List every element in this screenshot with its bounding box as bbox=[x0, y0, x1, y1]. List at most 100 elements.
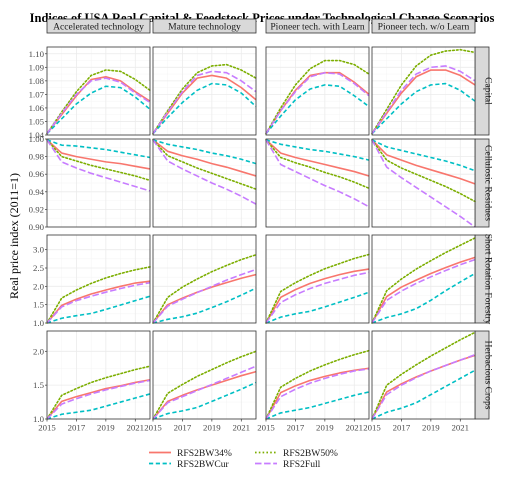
series-line-rfs2bwcur bbox=[371, 272, 476, 324]
series-line-rfs2full bbox=[371, 65, 476, 135]
series-line-rfs2bw34 bbox=[371, 354, 476, 420]
series-line-rfs2full bbox=[371, 139, 476, 228]
panel-cellulosic-residues-accelerated-technology bbox=[46, 138, 151, 228]
series-line-rfs2bwcur bbox=[152, 381, 257, 420]
x-tick-label: 2019 bbox=[203, 423, 221, 433]
series-line-rfs2bw34 bbox=[152, 273, 257, 324]
panel-background bbox=[47, 331, 150, 419]
series-line-rfs2bw50 bbox=[371, 48, 476, 135]
series-line-rfs2full bbox=[46, 139, 151, 192]
panel-border bbox=[46, 330, 151, 420]
y-tick-label: 2.5 bbox=[33, 263, 45, 273]
x-tick-label: 2015 bbox=[144, 423, 162, 433]
panel-short-rotation-forestry-pioneer-tech-w-o-learn bbox=[371, 234, 476, 324]
panel-background bbox=[153, 331, 256, 419]
series-line-rfs2bwcur bbox=[265, 84, 370, 135]
legend-label-rfs2bw50: RFS2BW50% bbox=[283, 448, 338, 459]
series-line-rfs2bw34 bbox=[46, 280, 151, 324]
x-tick-label: 2021 bbox=[232, 423, 250, 433]
panel-background bbox=[266, 331, 369, 419]
series-line-rfs2bw34 bbox=[265, 268, 370, 324]
x-tick-label: 2019 bbox=[316, 423, 334, 433]
series-line-rfs2bwcur bbox=[152, 82, 257, 135]
series-line-rfs2full bbox=[152, 139, 257, 205]
series-line-rfs2bw34 bbox=[152, 139, 257, 177]
y-tick-label: 2.0 bbox=[33, 281, 45, 291]
panel-cellulosic-residues-pioneer-tech-with-learn bbox=[265, 138, 370, 228]
panel-border bbox=[46, 138, 151, 228]
series-line-rfs2bw50 bbox=[152, 139, 257, 190]
x-tick-label: 2021 bbox=[345, 423, 363, 433]
panel-border bbox=[265, 234, 370, 324]
y-axis-title: Real price index (2011=1) bbox=[7, 173, 21, 299]
series-line-rfs2bw50 bbox=[371, 237, 476, 324]
panel-cellulosic-residues-pioneer-tech-w-o-learn bbox=[371, 138, 476, 228]
y-tick-label: 1.0 bbox=[33, 414, 45, 424]
panel-border bbox=[371, 46, 476, 136]
panel-capital-mature-technology bbox=[152, 46, 257, 136]
panel-background bbox=[266, 47, 369, 135]
y-tick-label: 0.92 bbox=[29, 204, 44, 214]
x-tick-label: 2021 bbox=[126, 423, 144, 433]
panel-border bbox=[371, 330, 476, 420]
x-tick-label: 2021 bbox=[451, 423, 469, 433]
panel-capital-accelerated-technology bbox=[46, 46, 151, 136]
series-line-rfs2bwcur bbox=[371, 139, 476, 172]
series-line-rfs2bwcur bbox=[46, 85, 151, 135]
series-line-rfs2bw34 bbox=[265, 139, 370, 177]
row-strip-label-capital: Capital bbox=[482, 77, 493, 105]
series-line-rfs2bwcur bbox=[46, 393, 151, 420]
row-strip-label-herbacious-crops: Herbacious Crops bbox=[482, 340, 493, 409]
x-tick-label: 2015 bbox=[38, 423, 56, 433]
x-tick-label: 2017 bbox=[68, 423, 86, 433]
series-line-rfs2bw50 bbox=[371, 139, 476, 203]
panel-short-rotation-forestry-mature-technology bbox=[152, 234, 257, 324]
panel-border bbox=[371, 234, 476, 324]
series-line-rfs2bw50 bbox=[46, 365, 151, 420]
series-line-rfs2bwcur bbox=[265, 291, 370, 324]
panel-border bbox=[152, 234, 257, 324]
legend-label-rfs2full: RFS2Full bbox=[283, 459, 321, 470]
panel-short-rotation-forestry-pioneer-tech-with-learn bbox=[265, 234, 370, 324]
column-strip-mature-technology bbox=[152, 18, 257, 34]
panel-grid: Accelerated technology Mature technology P… bbox=[29, 18, 493, 433]
panel-border bbox=[46, 234, 151, 324]
y-tick-label: 1.06 bbox=[29, 103, 45, 113]
legend: RFS2BW34% RFS2BW50% RFS2BWCur RFS2Full bbox=[149, 448, 338, 470]
panel-border bbox=[265, 330, 370, 420]
y-tick-label: 0.96 bbox=[29, 169, 45, 179]
series-line-rfs2bw50 bbox=[46, 69, 151, 135]
series-line-rfs2bw50 bbox=[152, 350, 257, 420]
series-line-rfs2bw50 bbox=[265, 139, 370, 190]
column-strip-label-mature-technology: Mature technology bbox=[168, 22, 241, 33]
panel-capital-pioneer-tech-w-o-learn bbox=[371, 46, 476, 136]
panel-short-rotation-forestry-accelerated-technology bbox=[46, 234, 151, 324]
panel-background bbox=[266, 235, 369, 323]
column-strip-accelerated-technology bbox=[46, 18, 151, 34]
y-tick-label: 1.5 bbox=[33, 300, 45, 310]
column-strip-label-pioneer-tech-with-learn: Pioneer tech. with Learn bbox=[270, 22, 365, 33]
legend-label-rfs2bw34: RFS2BW34% bbox=[177, 448, 232, 459]
panel-border bbox=[265, 46, 370, 136]
series-line-rfs2full bbox=[371, 258, 476, 324]
panel-border bbox=[152, 330, 257, 420]
x-tick-label: 2015 bbox=[257, 423, 275, 433]
panel-border bbox=[371, 138, 476, 228]
column-strip-pioneer-tech-w-o-learn bbox=[371, 18, 476, 34]
x-tick-label: 2015 bbox=[363, 423, 381, 433]
series-line-rfs2bw34 bbox=[371, 256, 476, 324]
series-line-rfs2bwcur bbox=[46, 295, 151, 324]
y-tick-label: 1.08 bbox=[29, 76, 45, 86]
series-line-rfs2bwcur bbox=[371, 82, 476, 135]
panel-background bbox=[372, 235, 475, 323]
y-tick-label: 0.90 bbox=[29, 222, 45, 232]
series-line-rfs2bw34 bbox=[371, 69, 476, 135]
x-tick-label: 2017 bbox=[393, 423, 411, 433]
legend-label-rfs2bwcur: RFS2BWCur bbox=[177, 459, 230, 470]
column-strip-label-accelerated-technology: Accelerated technology bbox=[53, 22, 144, 33]
panel-background bbox=[47, 235, 150, 323]
y-tick-label: 1.0 bbox=[33, 318, 45, 328]
series-line-rfs2bw34 bbox=[46, 139, 151, 170]
series-line-rfs2full bbox=[46, 281, 151, 324]
